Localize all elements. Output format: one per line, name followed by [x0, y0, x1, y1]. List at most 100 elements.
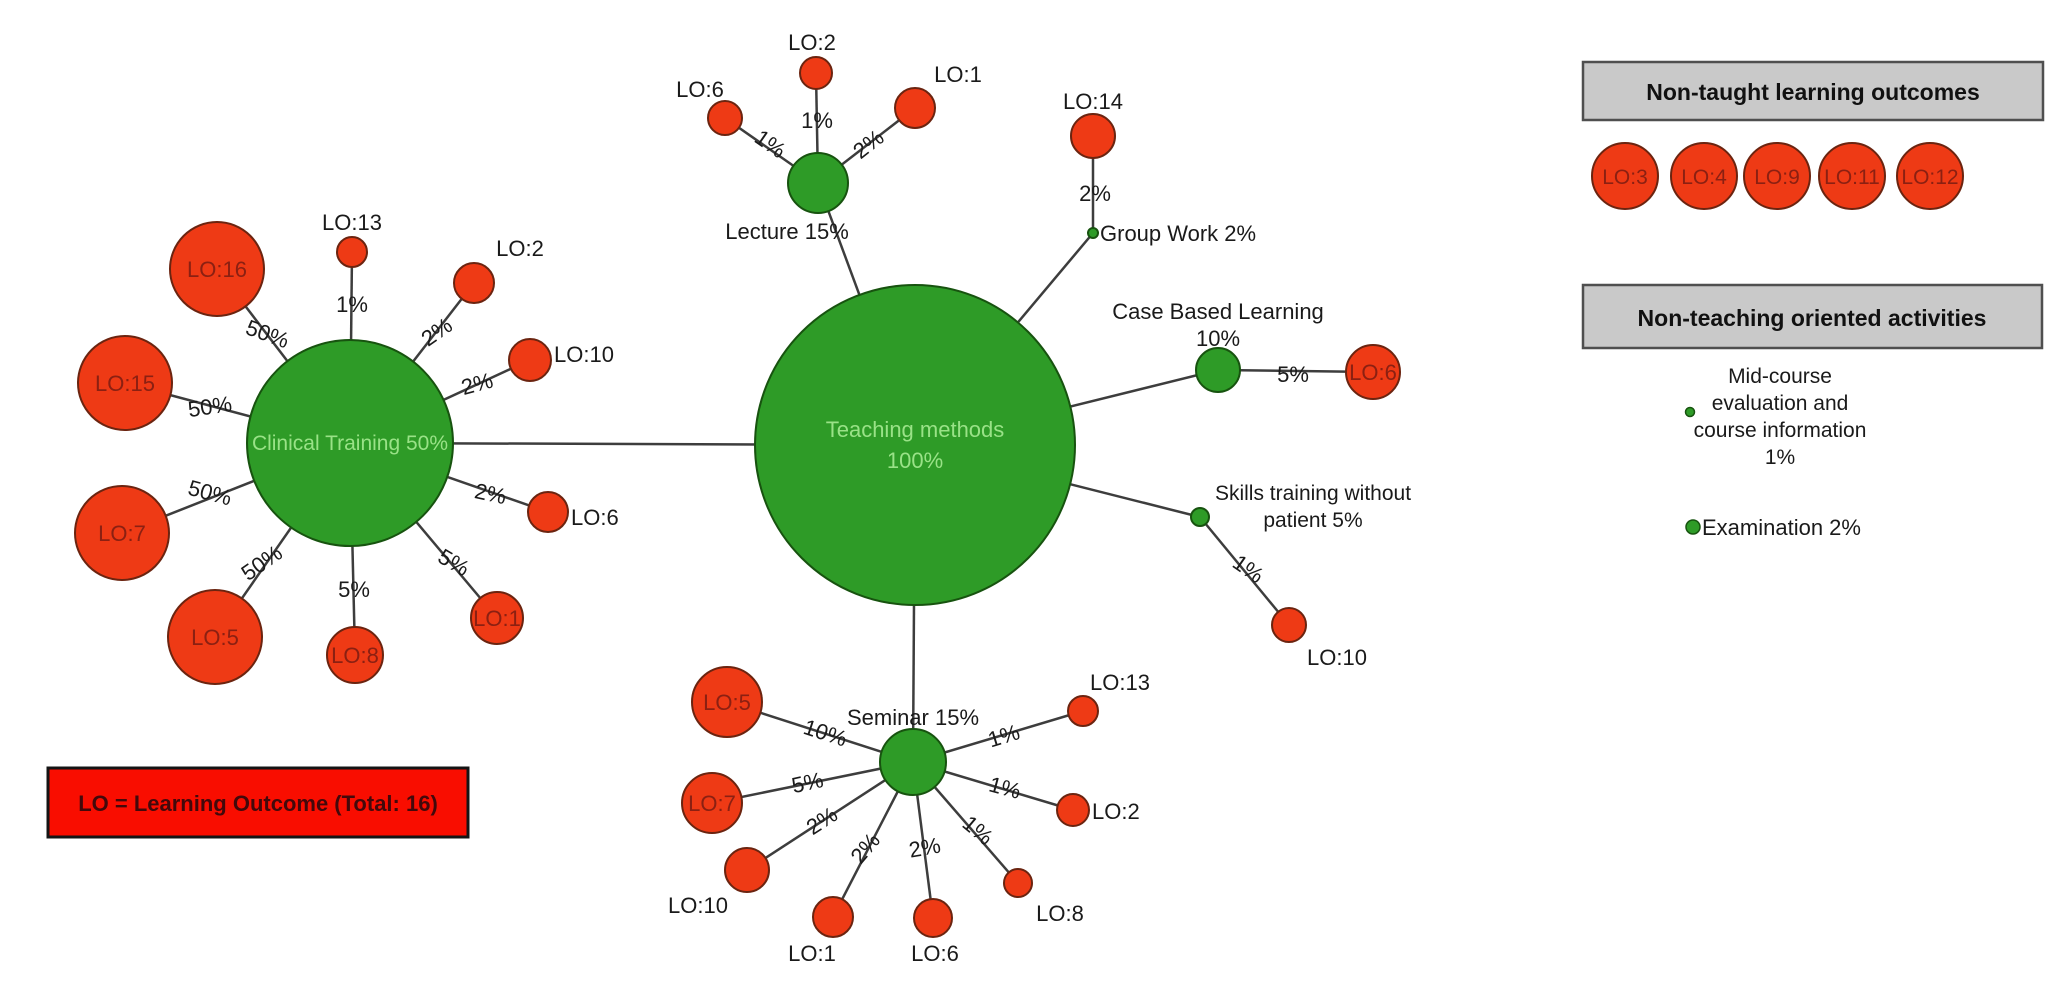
edge-seminar-sem-lo7: [711, 760, 914, 805]
activities-legend-title: Non-teaching oriented activities: [1638, 305, 1987, 331]
edge-label-clinical-cl-lo2: 2%: [417, 312, 457, 351]
node-cl-lo2-label: LO:2: [496, 236, 544, 261]
node-sem-lo2-label: LO:2: [1092, 799, 1140, 824]
node-lecture-label: Lecture 15%: [725, 219, 849, 244]
node-cb-lo6-label: LO:6: [1349, 360, 1397, 385]
node-cl-lo13-circle: [336, 236, 368, 268]
legend-item-LO11-circle: [1818, 142, 1886, 210]
edge-label-seminar-sem-lo7: 5%: [789, 767, 825, 798]
examination-dot: [1685, 519, 1701, 535]
edge-label-seminar-sem-lo5: 10%: [801, 714, 851, 751]
node-sem-lo10-label: LO:10: [668, 893, 728, 918]
node-cl-lo13-label: LO:13: [322, 210, 382, 235]
nontaught-legend-box: [1581, 60, 2045, 122]
node-sk-lo10-circle: [1271, 607, 1307, 643]
edge-skills-sk-lo10: [1199, 516, 1290, 626]
legend-item-LO12-circle: [1896, 142, 1964, 210]
edge-label-seminar-sem-lo8: 1%: [958, 810, 998, 850]
node-groupwork-circle: [1087, 227, 1099, 239]
edge-label-lecture-lec-lo6: 1%: [750, 124, 790, 163]
node-case-circle: [1195, 347, 1241, 393]
node-sem-lo6-circle: [913, 898, 953, 938]
midcourse-label-line1: Mid-course: [1728, 365, 1832, 388]
node-seminar-label: Seminar 15%: [847, 705, 979, 730]
node-cl-lo1-label: LO:1: [473, 606, 521, 631]
node-lec-lo2-circle: [799, 56, 833, 90]
legend-item-LO9-circle: [1743, 142, 1811, 210]
node-sem-lo13-label: LO:13: [1090, 670, 1150, 695]
node-cl-lo7-circle: [74, 485, 170, 581]
node-lec-lo2-label: LO:2: [788, 30, 836, 55]
activities-legend-box: [1581, 283, 2044, 350]
midcourse-label-line2: evaluation and: [1712, 392, 1849, 415]
examination-label: Examination 2%: [1702, 515, 1861, 540]
node-teaching-circle: [754, 284, 1076, 606]
node-cl-lo5-circle: [167, 589, 263, 685]
node-cl-lo6-circle: [527, 491, 569, 533]
node-sem-lo8-label: LO:8: [1036, 901, 1084, 926]
lo-callout-box: [46, 766, 470, 839]
edge-label-lo14-groupwork: 2%: [1079, 181, 1111, 206]
node-sem-lo5-circle: [691, 666, 763, 738]
node-cl-lo15-label: LO:15: [95, 371, 155, 396]
legend-item-LO3-circle: [1591, 142, 1659, 210]
node-sem-lo2-circle: [1056, 793, 1090, 827]
node-cl-lo10-label: LO:10: [554, 342, 614, 367]
edge-label-clinical-cl-lo5: 50%: [236, 540, 286, 586]
node-sk-lo10-label: LO:10: [1307, 645, 1367, 670]
legend-item-LO4-circle: [1670, 142, 1738, 210]
nontaught-legend-items: LO:3 LO:4 LO:9 LO:11 LO:12: [1591, 142, 1964, 210]
node-lec-lo6-label: LO:6: [676, 77, 724, 102]
legend-item-LO9-label: LO:9: [1754, 166, 1800, 189]
edge-label-lecture-lec-lo1: 2%: [848, 124, 888, 163]
edge-label-clinical-cl-lo15: 50%: [186, 391, 233, 422]
nontaught-legend-title: Non-taught learning outcomes: [1646, 79, 1980, 105]
edge-label-skills-sk-lo10: 1%: [1228, 549, 1268, 588]
legend-item-LO3-label: LO:3: [1602, 166, 1648, 189]
edge-label-case-cb-lo6: 5%: [1277, 362, 1309, 387]
lo-callout-text: LO = Learning Outcome (Total: 16): [78, 791, 438, 816]
node-skills-circle: [1190, 507, 1210, 527]
edge-label-clinical-cl-lo13: 1%: [336, 292, 368, 317]
legend-item-LO12-label: LO:12: [1901, 166, 1958, 189]
node-skills-label: patient 5%: [1263, 509, 1362, 532]
node-cl-lo1-circle: [470, 591, 524, 645]
node-cb-lo6-circle: [1345, 344, 1401, 400]
edge-label-seminar-sem-lo10: 2%: [802, 802, 842, 840]
edge-label-seminar-sem-lo6: 2%: [907, 833, 943, 863]
edge-label-clinical-cl-lo6: 2%: [472, 478, 508, 509]
nodes-layer: [74, 56, 1401, 938]
node-lec-lo1-circle: [894, 87, 936, 129]
node-lecture-circle: [787, 152, 849, 214]
node-labels-layer: Teaching methods 100% Clinical Training 50…: [95, 30, 1411, 966]
edge-label-seminar-sem-lo1: 2%: [845, 828, 885, 868]
node-lec-lo1-label: LO:1: [934, 62, 982, 87]
edge-label-seminar-sem-lo2: 1%: [986, 772, 1023, 804]
node-cl-lo10-circle: [508, 338, 552, 382]
node-cl-lo16-label: LO:16: [187, 257, 247, 282]
node-sem-lo6-label: LO:6: [911, 941, 959, 966]
node-lo14-circle: [1070, 113, 1116, 159]
midcourse-dot: [1684, 406, 1696, 418]
node-sem-lo5-label: LO:5: [703, 690, 751, 715]
node-clinical-label: Clinical Training 50%: [252, 432, 448, 455]
node-cl-lo7-label: LO:7: [98, 521, 146, 546]
node-groupwork-label: Group Work 2%: [1100, 221, 1256, 246]
node-clinical-circle: [246, 339, 454, 547]
node-cl-lo8-circle: [326, 626, 384, 684]
node-teaching-label: 100%: [887, 448, 943, 473]
node-skills-label: Skills training without: [1215, 482, 1411, 505]
node-sem-lo13-circle: [1067, 695, 1099, 727]
node-sem-lo8-circle: [1003, 868, 1033, 898]
edge-label-seminar-sem-lo13: 1%: [985, 719, 1023, 752]
node-cl-lo6-label: LO:6: [571, 505, 619, 530]
edge-label-clinical-cl-lo10: 2%: [458, 368, 495, 400]
node-teaching-label: Teaching methods: [826, 417, 1005, 442]
edge-label-clinical-cl-lo16: 50%: [243, 315, 293, 354]
node-lec-lo6-circle: [707, 100, 743, 136]
node-cl-lo15-circle: [77, 335, 173, 431]
node-seminar-circle: [879, 728, 947, 796]
edge-label-lecture-lec-lo2: 1%: [801, 108, 833, 133]
legend-item-LO11-label: LO:11: [1824, 166, 1880, 189]
